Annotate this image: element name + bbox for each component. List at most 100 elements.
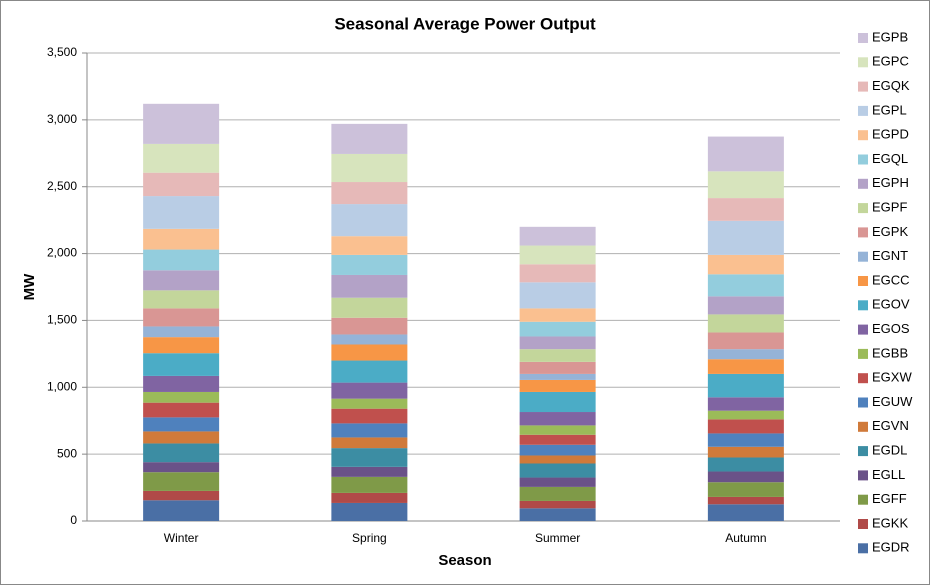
legend-label: EGPD xyxy=(872,127,909,142)
bar-segment xyxy=(707,359,784,374)
bar-segment xyxy=(331,360,408,383)
bar-segment xyxy=(143,228,220,250)
bar-segment xyxy=(143,103,220,144)
legend-swatch xyxy=(858,227,868,238)
legend-swatch xyxy=(858,57,868,68)
bar-segment xyxy=(519,500,596,509)
bar-segment xyxy=(707,496,784,505)
bar-segment xyxy=(519,412,596,426)
legend-label: EGLL xyxy=(872,467,905,482)
bar-segment xyxy=(331,437,408,449)
bar-segment xyxy=(707,410,784,420)
bar-segment xyxy=(707,349,784,360)
legend-swatch xyxy=(858,421,868,432)
bar-segment xyxy=(143,353,220,376)
legend-swatch xyxy=(858,130,868,141)
y-tick-label: 0 xyxy=(70,513,77,527)
legend-swatch xyxy=(858,251,868,262)
legend-swatch xyxy=(858,446,868,457)
bar-segment xyxy=(143,249,220,271)
bar-segment xyxy=(143,196,220,229)
bar-segment xyxy=(707,274,784,297)
bar-segment xyxy=(331,408,408,424)
bar-segment xyxy=(707,254,784,275)
bar-segment xyxy=(519,379,596,392)
legend-label: EGBB xyxy=(872,345,908,360)
legend-swatch xyxy=(858,348,868,359)
legend-label: EGKK xyxy=(872,515,908,530)
bar-segment xyxy=(143,462,220,473)
legend-swatch xyxy=(858,470,868,481)
legend-label: EGPB xyxy=(872,29,908,44)
bar-segment xyxy=(707,220,784,255)
legend-label: EGXW xyxy=(872,370,912,385)
bar-segment xyxy=(331,398,408,409)
bar-segment xyxy=(519,444,596,456)
bar-segment xyxy=(331,382,408,399)
bar-segment xyxy=(519,463,596,478)
legend-label: EGVN xyxy=(872,418,909,433)
legend-swatch xyxy=(858,105,868,116)
bar-segment xyxy=(331,334,408,345)
legend-swatch xyxy=(858,178,868,189)
bar-segment xyxy=(331,182,408,205)
bar-segment xyxy=(519,226,596,246)
bar-segment xyxy=(707,296,784,315)
bar-segment xyxy=(331,317,408,335)
bar-segment xyxy=(331,476,408,493)
bar-segment xyxy=(143,270,220,291)
bar-segment xyxy=(143,472,220,491)
bar-segment xyxy=(519,486,596,501)
y-tick-label: 1,500 xyxy=(47,313,77,327)
legend-swatch xyxy=(858,300,868,311)
bar-segment xyxy=(519,245,596,265)
bar-segment xyxy=(143,308,220,327)
bar-segment xyxy=(143,391,220,403)
bar-segment xyxy=(143,417,220,432)
y-tick-label: 3,500 xyxy=(47,45,77,59)
legend-swatch xyxy=(858,543,868,554)
chart-title: Seasonal Average Power Output xyxy=(334,14,596,33)
bar-segment xyxy=(707,471,784,483)
bar-segment xyxy=(519,361,596,374)
bar-segment xyxy=(707,171,784,199)
legend-swatch xyxy=(858,373,868,384)
bar-segment xyxy=(331,423,408,438)
bar-segment xyxy=(331,448,408,467)
bar-segment xyxy=(331,344,408,361)
y-tick-label: 500 xyxy=(57,446,77,460)
bar-segment xyxy=(331,297,408,318)
bar-segment xyxy=(143,500,220,521)
bar-segment xyxy=(143,431,220,444)
legend-swatch xyxy=(858,397,868,408)
bar-segment xyxy=(707,457,784,472)
x-tick-label: Winter xyxy=(164,531,199,545)
bar-segment xyxy=(707,332,784,350)
legend-label: EGQL xyxy=(872,151,908,166)
bar-segment xyxy=(707,482,784,497)
legend-label: EGQK xyxy=(872,78,910,93)
legend-swatch xyxy=(858,276,868,286)
bar-segment xyxy=(707,433,784,447)
bar-segment xyxy=(519,349,596,362)
legend-swatch xyxy=(858,154,868,165)
bar-segment xyxy=(331,274,408,298)
x-axis-title: Season xyxy=(438,552,491,569)
legend-label: EGPH xyxy=(872,175,909,190)
legend-label: EGDL xyxy=(872,443,907,458)
bar-segment xyxy=(143,490,220,501)
bar-segment xyxy=(519,336,596,350)
bar-segment xyxy=(707,373,784,398)
legend-label: EGUW xyxy=(872,394,913,409)
bar-segment xyxy=(143,326,220,338)
bar-segment xyxy=(143,290,220,309)
bar-segment xyxy=(519,264,596,283)
bar-segment xyxy=(331,123,408,154)
bar-segment xyxy=(707,419,784,434)
bar-segment xyxy=(707,397,784,411)
bar-segment xyxy=(143,402,220,418)
legend-swatch xyxy=(858,324,868,335)
bar-segment xyxy=(707,136,784,172)
bar-segment xyxy=(331,254,408,275)
